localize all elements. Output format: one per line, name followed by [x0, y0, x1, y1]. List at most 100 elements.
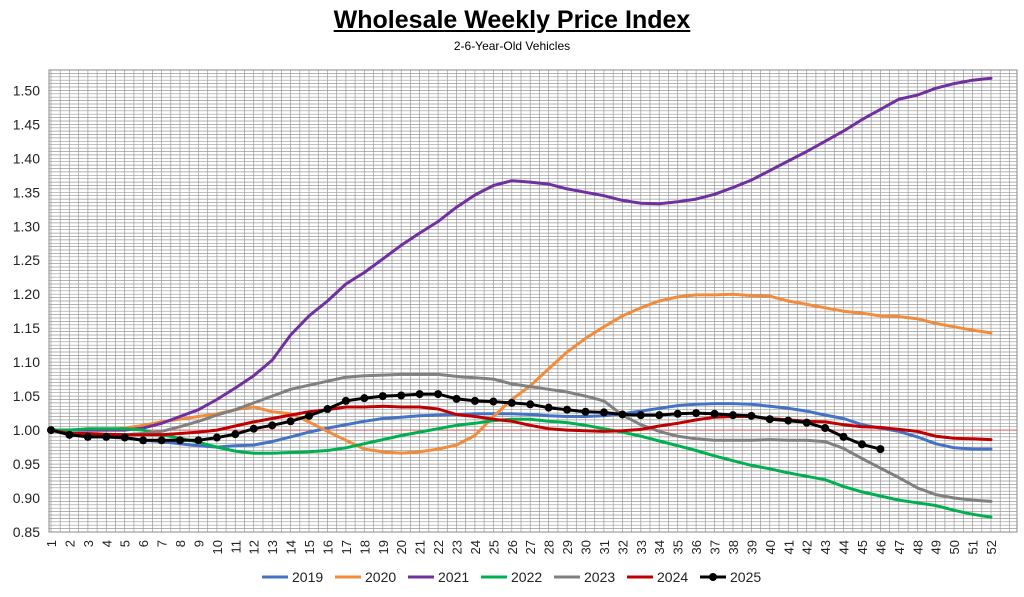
legend: 2019 2020 2021 2022 2023 2024 2025 [262, 569, 761, 585]
data-point-2025 [83, 432, 92, 441]
y-tick-label: 1.00 [13, 422, 40, 438]
data-point-2025 [434, 390, 443, 399]
legend-label-2023: 2023 [584, 569, 615, 585]
data-point-2025 [470, 396, 479, 405]
data-point-2025 [802, 418, 811, 427]
x-tick-label: 32 [615, 540, 630, 554]
data-point-2025 [286, 417, 295, 426]
data-point-2025 [784, 416, 793, 425]
x-tick-label: 45 [855, 540, 870, 554]
x-tick-label: 39 [744, 540, 759, 554]
x-tick-label: 2 [62, 540, 77, 547]
data-point-2025 [341, 396, 350, 405]
data-point-2025 [747, 411, 756, 420]
x-tick-label: 42 [800, 540, 815, 554]
x-tick-label: 17 [339, 540, 354, 554]
legend-label-2021: 2021 [438, 569, 469, 585]
x-tick-label: 13 [265, 540, 280, 554]
data-point-2025 [857, 440, 866, 449]
plot-border [48, 69, 1018, 533]
data-point-2025 [765, 415, 774, 424]
legend-label-2025: 2025 [730, 569, 761, 585]
x-tick-label: 22 [431, 540, 446, 554]
x-tick-label: 28 [542, 540, 557, 554]
x-tick-label: 11 [228, 540, 243, 554]
x-tick-label: 41 [781, 540, 796, 554]
data-point-2025 [618, 410, 627, 419]
legend-label-2022: 2022 [511, 569, 542, 585]
x-tick-label: 1 [44, 540, 59, 547]
data-point-2025 [305, 411, 314, 420]
x-tick-label: 29 [560, 540, 575, 554]
data-point-2025 [655, 411, 664, 420]
x-tick-label: 3 [81, 540, 96, 547]
x-tick-label: 38 [726, 540, 741, 554]
x-tick-label: 12 [247, 540, 262, 554]
x-tick-label: 51 [966, 540, 981, 554]
series-line-2022 [49, 417, 993, 519]
x-tick-label: 7 [155, 540, 170, 547]
data-point-2025 [821, 424, 830, 433]
y-tick-label: 1.20 [13, 286, 40, 302]
data-point-2025 [65, 430, 74, 439]
series-line-2024 [49, 404, 993, 442]
x-tick-label: 14 [284, 540, 299, 554]
data-point-2025 [47, 426, 55, 435]
y-tick-label: 1.50 [13, 82, 40, 98]
data-point-2025 [544, 403, 553, 412]
data-point-2025 [378, 392, 387, 401]
x-tick-label: 9 [191, 540, 206, 547]
data-point-2025 [268, 421, 277, 430]
data-point-2025 [102, 432, 111, 441]
series-line-2021 [49, 76, 993, 432]
data-point-2025 [489, 397, 498, 406]
x-tick-label: 26 [505, 540, 520, 554]
x-tick-label: 4 [99, 540, 114, 547]
series-2020 [49, 292, 993, 455]
chart-subtitle: 2-6-Year-Old Vehicles [453, 39, 571, 53]
data-point-2025 [563, 405, 572, 414]
data-point-2025 [397, 391, 406, 400]
x-tick-label: 52 [984, 540, 999, 554]
y-tick-label: 0.95 [13, 456, 40, 472]
series-2025 [47, 390, 885, 454]
series-line-2019 [49, 402, 993, 451]
x-tick-label: 19 [376, 540, 391, 554]
legend-label-2019: 2019 [292, 569, 323, 585]
data-point-2025 [876, 445, 885, 454]
x-tick-label: 34 [652, 540, 667, 554]
series-2019 [49, 402, 993, 451]
data-point-2025 [139, 436, 148, 445]
data-point-2025 [728, 411, 737, 420]
series-line-2023 [49, 372, 993, 503]
series-line-2025 [49, 392, 882, 451]
y-tick-label: 1.05 [13, 388, 40, 404]
y-tick-label: 1.40 [13, 150, 40, 166]
data-point-2025 [507, 398, 516, 407]
x-tick-label: 35 [671, 540, 686, 554]
x-tick-label: 30 [579, 540, 594, 554]
x-tick-label: 40 [763, 540, 778, 554]
x-tick-label: 43 [818, 540, 833, 554]
series-2022 [49, 417, 993, 519]
x-tick-label: 5 [118, 540, 133, 547]
x-tick-label: 46 [873, 540, 888, 554]
data-point-2025 [692, 409, 701, 418]
data-point-2025 [157, 436, 166, 445]
data-point-2025 [636, 411, 645, 420]
x-tick-label: 24 [468, 540, 483, 554]
series-line-2020 [49, 292, 993, 455]
grid [49, 69, 1017, 533]
x-tick-label: 18 [357, 540, 372, 554]
x-tick-label: 48 [910, 540, 925, 554]
x-tick-label: 47 [892, 540, 907, 554]
chart-title: Wholesale Weekly Price Index [333, 6, 691, 34]
x-tick-label: 44 [837, 540, 852, 554]
legend-marker-2025 [709, 573, 717, 581]
y-tick-label: 1.30 [13, 218, 40, 234]
series-2024 [49, 404, 993, 442]
x-tick-label: 50 [947, 540, 962, 554]
x-tick-label: 6 [136, 540, 151, 547]
data-point-2025 [710, 409, 719, 418]
